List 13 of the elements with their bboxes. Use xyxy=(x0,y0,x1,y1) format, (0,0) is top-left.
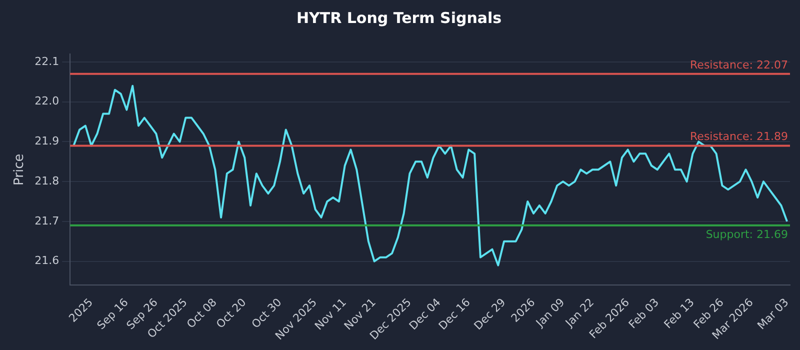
y-tick-label: 21.7 xyxy=(34,214,60,228)
y-axis-title: Price xyxy=(12,154,28,186)
chart-title: HYTR Long Term Signals xyxy=(296,8,502,27)
y-tick-label: 21.6 xyxy=(34,254,60,268)
ref-line-label: Resistance: 22.07 xyxy=(690,58,788,72)
y-tick-label: 21.9 xyxy=(34,134,60,148)
y-tick-label: 21.8 xyxy=(34,174,60,188)
y-tick-label: 22.1 xyxy=(34,54,60,68)
x-tick-label: Dec 29 xyxy=(472,296,508,332)
y-tick-label: 22.0 xyxy=(34,94,60,108)
ref-line-label: Support: 21.69 xyxy=(706,228,788,241)
ref-line-label: Resistance: 21.89 xyxy=(690,130,788,144)
x-tick-label: Mar 03 xyxy=(754,296,792,332)
